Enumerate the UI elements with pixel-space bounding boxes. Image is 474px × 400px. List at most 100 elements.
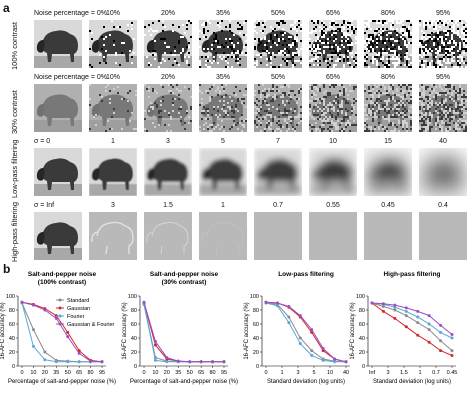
stimulus-tile [89,84,137,132]
series-line [143,302,224,363]
y-tick-label: 20 [131,350,137,356]
x-tick-label: 65 [76,370,82,376]
data-point [381,309,385,313]
data-point [404,314,408,318]
data-point [333,357,337,361]
tile-caption: 80% [380,74,395,81]
chart-0: Salt-and-pepper noise(100% contrast) 0 20 4… [0,271,116,385]
x-tick-label: 35 [53,370,59,376]
data-point [439,349,443,353]
y-tick-label: 80 [253,308,259,314]
x-tick-label: 1 [280,370,283,376]
data-point [310,349,314,353]
data-point [199,360,203,364]
data-point [43,350,47,354]
data-point [89,359,93,363]
stimulus-tile [419,84,467,132]
data-point [404,309,408,313]
data-point [439,330,443,334]
x-tick-label: 3 [386,370,389,376]
data-point [77,360,81,364]
data-point [31,328,35,332]
tile-caption: σ = 0 [34,138,51,145]
y-axis-label: 16-AFC accuracy (%) [244,302,250,359]
data-point [333,360,337,364]
stimulus-tile [144,84,192,132]
series-line [265,301,347,363]
data-point [287,321,291,325]
x-tick-label: 40 [343,370,349,376]
data-point [153,343,157,347]
chart-title: Salt-and-pepper noise [28,271,97,278]
y-tick-label: 20 [359,350,365,356]
stimulus-tile [34,212,82,260]
stimulus-tile [364,20,412,68]
panel-a-letter: a [3,1,10,15]
series-line [265,301,347,363]
y-tick-label: 60 [359,322,365,328]
stimulus-tile [199,212,247,260]
data-point [393,316,397,320]
chart-1: Salt-and-pepper noise(30% contrast) 0 20 40… [122,271,238,385]
y-tick-label: 0 [256,364,259,370]
stimulus-tile [364,212,412,260]
series-line [265,302,347,363]
tile-caption: 20% [160,74,175,81]
tile-caption: 15 [384,138,392,145]
stimulus-tile [419,148,467,196]
data-point [321,358,325,362]
stimulus-tile [199,148,247,196]
data-point [427,314,431,318]
stimulus-tile [419,212,467,260]
tile-caption: 3 [166,138,170,145]
y-tick-label: 0 [134,364,137,370]
x-tick-label: 1.5 [400,370,408,376]
data-point [153,340,157,343]
y-tick-label: 100 [128,294,137,300]
x-tick-label: 95 [99,370,105,376]
data-point [298,342,302,346]
data-point [370,301,374,305]
y-tick-label: 40 [131,336,137,342]
x-tick-label: 1 [418,370,421,376]
stimulus-tile [144,20,192,68]
data-point [153,358,157,362]
data-point [176,359,180,363]
stimulus-tile [309,20,357,68]
data-point [381,305,385,308]
x-tick-label: 20 [164,370,170,376]
data-point [439,339,443,343]
stimulus-tile [89,148,137,196]
data-point [416,321,420,325]
x-tick-label: 0 [20,370,23,376]
data-point [416,333,420,337]
legend-label: Fourier [67,314,85,320]
tile-caption: 10 [329,138,337,145]
data-point [66,330,70,334]
y-axis-label: 16-AFC accuracy (%) [122,302,128,359]
chart-title: (100% contrast) [38,279,86,286]
series-line [143,304,224,363]
data-point [393,305,397,309]
stimulus-tile [89,20,137,68]
series-line [371,302,453,335]
tile-caption: 95% [435,10,450,17]
y-tick-label: 20 [253,350,259,356]
stimulus-tile [144,212,192,260]
series-line [143,304,224,363]
y-tick-label: 20 [9,350,15,356]
tile-caption: 35% [215,10,230,17]
x-axis-label: Percentage of salt-and-pepper noise (%) [130,379,238,385]
y-tick-label: 100 [250,294,259,300]
stimulus-tile [89,212,137,260]
x-tick-label: 0 [264,370,267,376]
x-tick-label: Inf [369,370,376,376]
data-point [344,360,348,364]
legend-label: Standard [67,298,89,304]
stimulus-tile [199,20,247,68]
tile-caption: 0.7 [273,202,283,209]
tile-caption: Noise percentage = 0% [34,74,107,81]
legend-label: Gaussian [67,306,90,312]
y-tick-label: 80 [9,308,15,314]
